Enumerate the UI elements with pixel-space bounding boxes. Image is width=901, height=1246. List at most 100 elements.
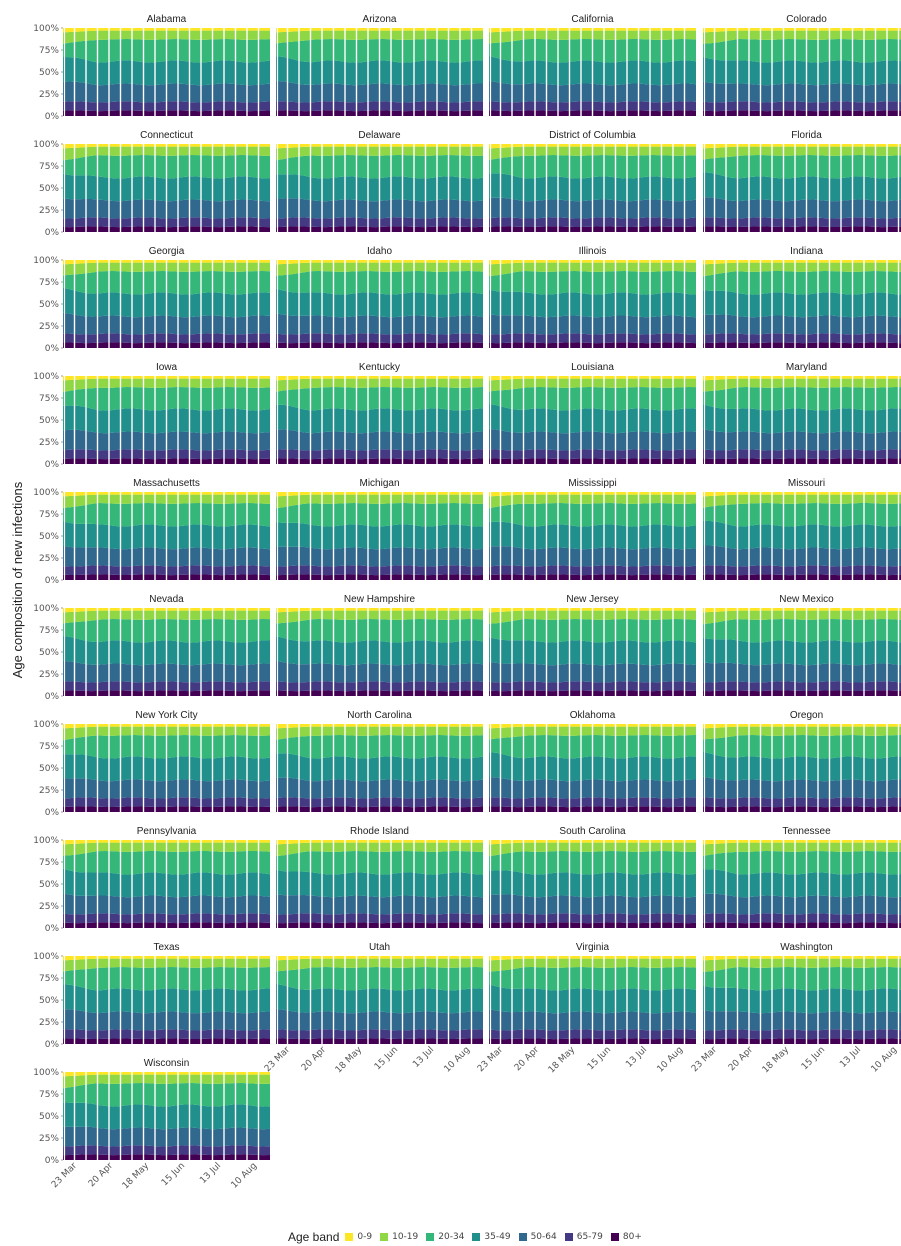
legend-swatch <box>380 1233 389 1241</box>
y-tick-label: 0% <box>45 1156 60 1166</box>
area-band-80plus <box>703 806 901 812</box>
panel-title: Connecticut <box>140 130 193 141</box>
panel-title: Virginia <box>576 942 610 953</box>
area-band-35-49 <box>703 638 901 666</box>
panel-title: Missouri <box>788 478 825 489</box>
panel-title: Kentucky <box>359 362 400 373</box>
legend-label: 0-9 <box>357 1232 373 1242</box>
x-tick-label: 15 Jun <box>373 1045 400 1072</box>
panel-title: Oklahoma <box>570 710 616 721</box>
legend-item: 0-9 <box>345 1232 372 1242</box>
area-band-0-9 <box>703 724 901 729</box>
area-band-65-79 <box>703 101 901 112</box>
area-band-10-19 <box>703 726 901 740</box>
panel-district-of-columbia: District of Columbia <box>489 130 696 232</box>
panel-title: Utah <box>369 942 390 953</box>
area-band-20-34 <box>703 155 901 179</box>
panel-iowa: Iowa 0% 25% 50% 75% 100% <box>33 362 270 470</box>
x-tick-label: 15 Jun <box>586 1045 613 1072</box>
y-tick-label: 0% <box>45 924 60 934</box>
area-band-65-79 <box>703 217 901 228</box>
area-band-50-64 <box>703 197 901 219</box>
panel-idaho: Idaho <box>276 246 483 348</box>
legend: Age band 0-9 10-19 20-34 35-49 50-64 65-79 80+ <box>288 1230 650 1244</box>
y-tick-label: 0% <box>45 228 60 238</box>
y-tick-label: 50% <box>39 996 59 1006</box>
area-band-20-34 <box>703 735 901 759</box>
legend-label: 50-64 <box>530 1232 557 1242</box>
panel-title: Tennessee <box>782 826 831 837</box>
y-tick-label: 0% <box>45 112 60 122</box>
y-tick-label: 100% <box>33 720 59 730</box>
panel-florida: Florida <box>703 130 901 232</box>
x-tick-label: 18 May <box>334 1045 365 1076</box>
legend-item: 50-64 <box>518 1232 557 1242</box>
area-band-65-79 <box>703 681 901 692</box>
legend-swatch <box>345 1233 354 1241</box>
area-band-0-9 <box>703 840 901 845</box>
panel-title: Louisiana <box>571 362 614 373</box>
area-band-80plus <box>703 342 901 348</box>
panel-title: Washington <box>780 942 832 953</box>
legend-label: 65-79 <box>576 1232 603 1242</box>
area-band-50-64 <box>703 429 901 451</box>
y-tick-label: 100% <box>33 952 59 962</box>
area-band-35-49 <box>703 869 901 898</box>
panel-title: Arizona <box>363 14 397 25</box>
x-tick-label: 23 Mar <box>690 1045 719 1074</box>
y-tick-label: 100% <box>33 24 59 34</box>
panel-title: Michigan <box>359 478 399 489</box>
x-tick-label: 20 Apr <box>513 1045 541 1073</box>
area-band-20-34 <box>703 851 901 875</box>
area-band-20-34 <box>703 967 901 991</box>
x-tick-label: 23 Mar <box>263 1045 292 1074</box>
y-axis-title: Age composition of new infections <box>10 481 25 678</box>
area-band-50-64 <box>703 776 901 799</box>
legend-label: 35-49 <box>484 1232 511 1242</box>
y-tick-label: 75% <box>39 974 59 984</box>
area-band-10-19 <box>703 30 901 44</box>
y-tick-label: 75% <box>39 858 59 868</box>
legend-item: 35-49 <box>472 1232 511 1242</box>
panels-layer: Alabama 0% 25% 50% 75% 100% Arizona California C… <box>33 14 901 1191</box>
panel-new-york-city: New York City 0% 25% 50% 75% 100% <box>33 710 270 818</box>
legend-swatch <box>564 1233 573 1241</box>
area-band-10-19 <box>703 842 901 856</box>
area-band-0-9 <box>703 28 901 33</box>
legend-title: Age band <box>288 1230 340 1244</box>
panel-title: Illinois <box>579 246 607 257</box>
x-tick-label: 18 May <box>121 1161 152 1192</box>
panel-title: Mississippi <box>568 478 616 489</box>
area-band-0-9 <box>703 260 901 265</box>
panel-maryland: Maryland <box>703 362 901 464</box>
area-band-10-19 <box>703 958 901 972</box>
y-tick-label: 0% <box>45 808 60 818</box>
y-tick-label: 100% <box>33 1068 59 1078</box>
area-band-20-34 <box>703 271 901 295</box>
panel-title: Wisconsin <box>144 1058 190 1069</box>
area-band-50-64 <box>703 893 901 915</box>
x-tick-label: 18 May <box>547 1045 578 1076</box>
area-band-10-19 <box>703 494 901 508</box>
y-tick-label: 25% <box>39 786 59 796</box>
y-tick-label: 25% <box>39 438 59 448</box>
area-band-20-34 <box>703 39 901 63</box>
x-tick-label: 13 Jul <box>411 1045 436 1070</box>
y-tick-label: 100% <box>33 488 59 498</box>
y-tick-label: 0% <box>45 344 60 354</box>
y-tick-label: 75% <box>39 626 59 636</box>
panel-title: New Mexico <box>779 594 834 605</box>
x-tick-label: 10 Aug <box>443 1045 473 1075</box>
panel-title: South Carolina <box>559 826 626 837</box>
y-tick-label: 0% <box>45 692 60 702</box>
y-tick-label: 100% <box>33 372 59 382</box>
area-band-65-79 <box>703 449 901 459</box>
area-band-80plus <box>703 458 901 464</box>
y-tick-label: 100% <box>33 836 59 846</box>
panel-title: Maryland <box>786 362 827 373</box>
x-tick-label: 15 Jun <box>160 1161 187 1188</box>
area-band-35-49 <box>703 404 901 434</box>
y-tick-label: 25% <box>39 670 59 680</box>
